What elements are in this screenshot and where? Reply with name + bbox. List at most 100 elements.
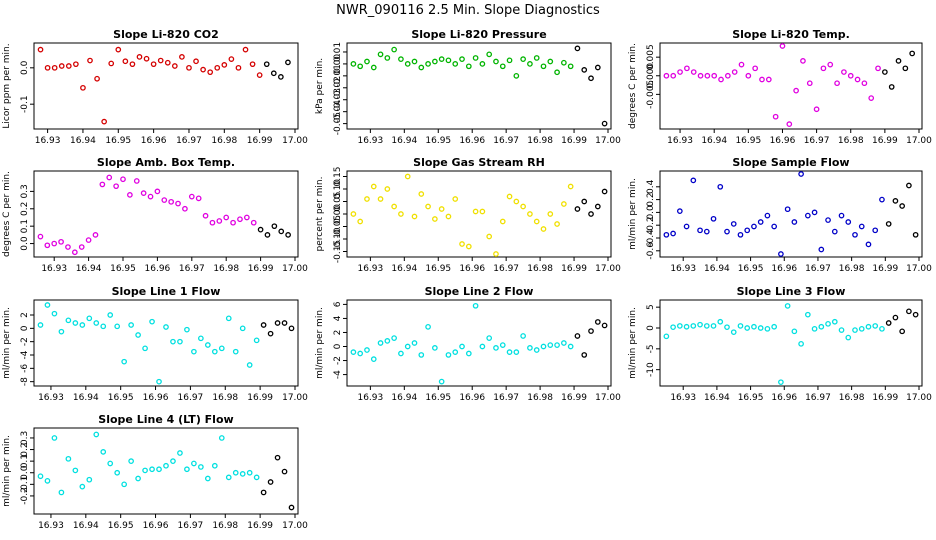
data-point [520,333,526,339]
y-tick-label: -0.10 [333,227,343,251]
data-point [704,72,711,79]
data-point [182,205,188,212]
y-tick-label: 0.01 [333,42,343,62]
data-point [533,347,540,353]
data-point [445,213,452,220]
data-point [177,338,183,345]
data-point [845,219,852,225]
data-point [697,227,703,234]
y-axis-label: ml/min per min. [315,307,325,379]
data-point [218,435,225,441]
y-tick-label: 0.0 [20,60,30,75]
data-point [193,58,199,65]
data-point [486,51,493,58]
plot-frame [659,299,923,387]
data-point [270,70,277,77]
chart-panel-8: Slope Line 2 Flow ml/min per min. 16.93 16.… [315,285,621,403]
x-tick-label: 16.93 [670,264,696,274]
data-point [909,50,916,57]
data-point [170,338,176,345]
data-point [798,171,804,177]
data-point [274,320,281,326]
data-point [499,342,506,348]
data-point [432,58,438,65]
data-point [711,72,718,79]
data-point [225,315,232,322]
data-point [676,323,683,329]
data-point [274,454,281,461]
y-tick-label: 0.000 [646,63,656,89]
data-point [149,466,155,473]
x-tick-label: 16.99 [872,136,898,146]
data-point [432,345,438,351]
data-point [37,46,44,53]
data-point [209,219,216,226]
data-point [879,196,885,203]
x-tick-label: 17.00 [282,264,308,274]
chart-panel-6: Slope Sample Flow ml/min per min. 16.93 16.… [628,156,932,274]
y-axis-label: percent per min. [315,177,325,252]
data-point [357,218,364,225]
y-tick-label: 0 [20,325,30,331]
data-point [202,212,209,219]
data-point [44,64,51,71]
data-point [51,310,58,317]
data-point [784,206,791,213]
y-axis-label: Licor ppm per min. [2,43,12,128]
data-point [670,230,676,237]
y-tick-label: 0.005 [646,44,656,70]
x-tick-label: 16.99 [248,264,274,274]
data-point [703,228,710,235]
x-tick-label: 16.93 [357,136,383,146]
data-point [499,63,506,70]
data-point [567,343,574,350]
data-point [142,345,148,352]
x-tick-label: 16.97 [493,136,519,146]
data-point [561,59,567,66]
x-tick-label: 16.98 [213,264,239,274]
data-point [195,195,202,202]
data-point [831,228,838,235]
data-point [811,325,818,332]
y-tick-label: 0.2 [646,192,656,206]
data-point [875,65,881,72]
data-point [37,473,44,480]
data-point [404,343,411,350]
data-point [744,325,751,331]
data-point [479,61,486,67]
x-tick-label: 16.99 [872,393,898,403]
y-tick-label: 0.1 [20,219,30,233]
data-point [391,335,397,341]
data-point [350,349,357,355]
data-point [737,323,744,329]
x-tick-label: 17.00 [906,393,932,403]
data-point [285,59,291,66]
data-point [730,329,737,336]
data-point [757,325,764,331]
y-axis-label: ml/min per min. [628,178,638,250]
data-point [78,244,85,250]
data-point [147,193,154,200]
x-tick-label: 16.98 [527,264,553,274]
data-point [425,203,431,210]
x-tick-label: 16.95 [105,136,131,146]
y-tick-label: -0.05 [333,112,343,135]
data-point [398,350,404,357]
data-point [191,460,197,467]
data-point [154,188,161,195]
data-point [520,203,526,210]
data-point [425,61,431,67]
x-tick-label: 16.94 [73,521,99,531]
data-point [285,232,291,238]
x-tick-label: 16.96 [770,136,796,146]
data-point [246,362,253,368]
chart-panel-5: Slope Gas Stream RH percent per min. 16.93… [315,156,621,274]
data-point [93,320,100,326]
data-point [86,476,93,483]
data-point [86,315,93,322]
y-tick-label: 0.1 [20,454,30,468]
data-point [357,350,364,357]
y-tick-label: 6 [333,301,343,307]
data-point [858,223,865,230]
y-tick-label: 0.05 [333,191,343,211]
